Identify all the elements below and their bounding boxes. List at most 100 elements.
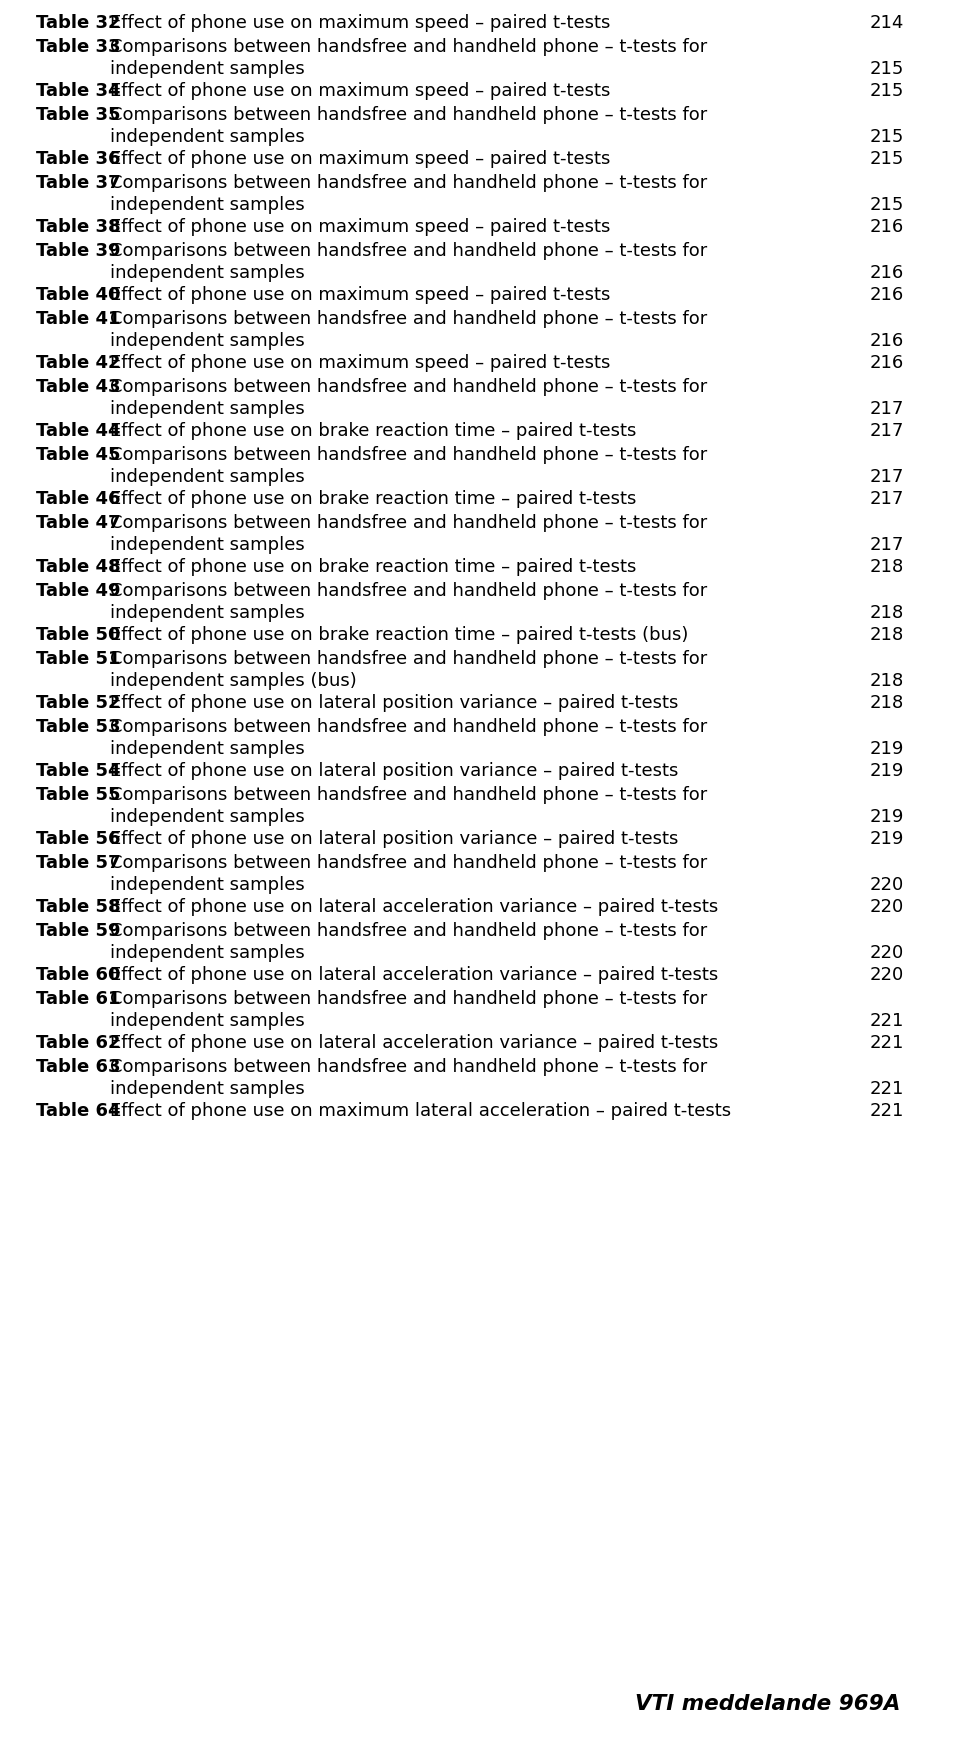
Text: Comparisons between handsfree and handheld phone – t-tests for: Comparisons between handsfree and handhe… bbox=[110, 651, 708, 668]
Text: 215: 215 bbox=[870, 60, 904, 77]
Text: 220: 220 bbox=[870, 875, 904, 895]
Text: Effect of phone use on brake reaction time – paired t-tests (bus): Effect of phone use on brake reaction ti… bbox=[110, 626, 688, 644]
Text: Comparisons between handsfree and handheld phone – t-tests for: Comparisons between handsfree and handhe… bbox=[110, 717, 708, 737]
Text: 216: 216 bbox=[870, 354, 904, 372]
Text: Comparisons between handsfree and handheld phone – t-tests for: Comparisons between handsfree and handhe… bbox=[110, 446, 708, 465]
Text: Effect of phone use on maximum lateral acceleration – paired t-tests: Effect of phone use on maximum lateral a… bbox=[110, 1102, 732, 1121]
Text: 217: 217 bbox=[870, 468, 904, 486]
Text: Table 61: Table 61 bbox=[36, 989, 121, 1009]
Text: Table 64: Table 64 bbox=[36, 1102, 121, 1121]
Text: Table 53: Table 53 bbox=[36, 717, 121, 737]
Text: VTI meddelande 969A: VTI meddelande 969A bbox=[635, 1694, 900, 1714]
Text: Table 63: Table 63 bbox=[36, 1058, 121, 1075]
Text: 218: 218 bbox=[870, 672, 904, 689]
Text: Comparisons between handsfree and handheld phone – t-tests for: Comparisons between handsfree and handhe… bbox=[110, 989, 708, 1009]
Text: Table 44: Table 44 bbox=[36, 423, 121, 440]
Text: Table 49: Table 49 bbox=[36, 582, 121, 600]
Text: Table 41: Table 41 bbox=[36, 310, 121, 328]
Text: 215: 215 bbox=[870, 82, 904, 100]
Text: Comparisons between handsfree and handheld phone – t-tests for: Comparisons between handsfree and handhe… bbox=[110, 582, 708, 600]
Text: 219: 219 bbox=[870, 740, 904, 758]
Text: 221: 221 bbox=[870, 1035, 904, 1052]
Text: Table 48: Table 48 bbox=[36, 558, 121, 575]
Text: Table 52: Table 52 bbox=[36, 695, 121, 712]
Text: Table 45: Table 45 bbox=[36, 446, 121, 465]
Text: 216: 216 bbox=[870, 332, 904, 351]
Text: 217: 217 bbox=[870, 489, 904, 509]
Text: Table 42: Table 42 bbox=[36, 354, 121, 372]
Text: 215: 215 bbox=[870, 151, 904, 168]
Text: Comparisons between handsfree and handheld phone – t-tests for: Comparisons between handsfree and handhe… bbox=[110, 379, 708, 396]
Text: Table 38: Table 38 bbox=[36, 217, 121, 237]
Text: Table 32: Table 32 bbox=[36, 14, 121, 32]
Text: Comparisons between handsfree and handheld phone – t-tests for: Comparisons between handsfree and handhe… bbox=[110, 105, 708, 125]
Text: Table 58: Table 58 bbox=[36, 898, 121, 916]
Text: 219: 219 bbox=[870, 761, 904, 781]
Text: Table 43: Table 43 bbox=[36, 379, 121, 396]
Text: 218: 218 bbox=[870, 626, 904, 644]
Text: Table 39: Table 39 bbox=[36, 242, 121, 260]
Text: Effect of phone use on lateral position variance – paired t-tests: Effect of phone use on lateral position … bbox=[110, 761, 679, 781]
Text: independent samples: independent samples bbox=[110, 468, 304, 486]
Text: independent samples (bus): independent samples (bus) bbox=[110, 672, 357, 689]
Text: Effect of phone use on maximum speed – paired t-tests: Effect of phone use on maximum speed – p… bbox=[110, 354, 611, 372]
Text: 219: 219 bbox=[870, 830, 904, 847]
Text: Table 34: Table 34 bbox=[36, 82, 121, 100]
Text: Effect of phone use on maximum speed – paired t-tests: Effect of phone use on maximum speed – p… bbox=[110, 286, 611, 303]
Text: independent samples: independent samples bbox=[110, 196, 304, 214]
Text: independent samples: independent samples bbox=[110, 128, 304, 146]
Text: independent samples: independent samples bbox=[110, 60, 304, 77]
Text: 220: 220 bbox=[870, 966, 904, 984]
Text: Table 60: Table 60 bbox=[36, 966, 121, 984]
Text: 218: 218 bbox=[870, 558, 904, 575]
Text: 215: 215 bbox=[870, 128, 904, 146]
Text: Effect of phone use on maximum speed – paired t-tests: Effect of phone use on maximum speed – p… bbox=[110, 217, 611, 237]
Text: independent samples: independent samples bbox=[110, 944, 304, 961]
Text: Comparisons between handsfree and handheld phone – t-tests for: Comparisons between handsfree and handhe… bbox=[110, 174, 708, 191]
Text: Effect of phone use on lateral position variance – paired t-tests: Effect of phone use on lateral position … bbox=[110, 695, 679, 712]
Text: Effect of phone use on brake reaction time – paired t-tests: Effect of phone use on brake reaction ti… bbox=[110, 489, 636, 509]
Text: independent samples: independent samples bbox=[110, 603, 304, 623]
Text: Effect of phone use on maximum speed – paired t-tests: Effect of phone use on maximum speed – p… bbox=[110, 82, 611, 100]
Text: 218: 218 bbox=[870, 603, 904, 623]
Text: Table 47: Table 47 bbox=[36, 514, 121, 531]
Text: independent samples: independent samples bbox=[110, 1012, 304, 1030]
Text: Table 40: Table 40 bbox=[36, 286, 121, 303]
Text: Table 56: Table 56 bbox=[36, 830, 121, 847]
Text: independent samples: independent samples bbox=[110, 537, 304, 554]
Text: Table 37: Table 37 bbox=[36, 174, 121, 191]
Text: Effect of phone use on lateral acceleration variance – paired t-tests: Effect of phone use on lateral accelerat… bbox=[110, 898, 718, 916]
Text: 217: 217 bbox=[870, 423, 904, 440]
Text: Table 35: Table 35 bbox=[36, 105, 121, 125]
Text: independent samples: independent samples bbox=[110, 400, 304, 417]
Text: independent samples: independent samples bbox=[110, 1080, 304, 1098]
Text: Effect of phone use on brake reaction time – paired t-tests: Effect of phone use on brake reaction ti… bbox=[110, 423, 636, 440]
Text: Comparisons between handsfree and handheld phone – t-tests for: Comparisons between handsfree and handhe… bbox=[110, 39, 708, 56]
Text: 217: 217 bbox=[870, 537, 904, 554]
Text: Table 62: Table 62 bbox=[36, 1035, 121, 1052]
Text: Comparisons between handsfree and handheld phone – t-tests for: Comparisons between handsfree and handhe… bbox=[110, 786, 708, 803]
Text: 219: 219 bbox=[870, 809, 904, 826]
Text: Comparisons between handsfree and handheld phone – t-tests for: Comparisons between handsfree and handhe… bbox=[110, 854, 708, 872]
Text: 216: 216 bbox=[870, 217, 904, 237]
Text: Effect of phone use on lateral acceleration variance – paired t-tests: Effect of phone use on lateral accelerat… bbox=[110, 966, 718, 984]
Text: Effect of phone use on lateral acceleration variance – paired t-tests: Effect of phone use on lateral accelerat… bbox=[110, 1035, 718, 1052]
Text: Comparisons between handsfree and handheld phone – t-tests for: Comparisons between handsfree and handhe… bbox=[110, 514, 708, 531]
Text: 217: 217 bbox=[870, 400, 904, 417]
Text: 221: 221 bbox=[870, 1080, 904, 1098]
Text: Table 59: Table 59 bbox=[36, 923, 121, 940]
Text: Comparisons between handsfree and handheld phone – t-tests for: Comparisons between handsfree and handhe… bbox=[110, 310, 708, 328]
Text: Effect of phone use on lateral position variance – paired t-tests: Effect of phone use on lateral position … bbox=[110, 830, 679, 847]
Text: 216: 216 bbox=[870, 286, 904, 303]
Text: Table 51: Table 51 bbox=[36, 651, 121, 668]
Text: Table 50: Table 50 bbox=[36, 626, 121, 644]
Text: 214: 214 bbox=[870, 14, 904, 32]
Text: Table 36: Table 36 bbox=[36, 151, 121, 168]
Text: Comparisons between handsfree and handheld phone – t-tests for: Comparisons between handsfree and handhe… bbox=[110, 1058, 708, 1075]
Text: 221: 221 bbox=[870, 1102, 904, 1121]
Text: 220: 220 bbox=[870, 944, 904, 961]
Text: independent samples: independent samples bbox=[110, 265, 304, 282]
Text: Effect of phone use on maximum speed – paired t-tests: Effect of phone use on maximum speed – p… bbox=[110, 151, 611, 168]
Text: Effect of phone use on maximum speed – paired t-tests: Effect of phone use on maximum speed – p… bbox=[110, 14, 611, 32]
Text: Table 57: Table 57 bbox=[36, 854, 121, 872]
